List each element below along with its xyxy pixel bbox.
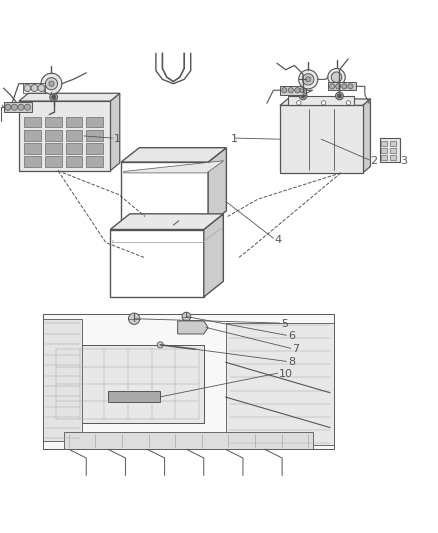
- Polygon shape: [66, 156, 82, 167]
- Polygon shape: [25, 143, 41, 154]
- Polygon shape: [19, 93, 120, 101]
- Polygon shape: [66, 117, 82, 127]
- Polygon shape: [381, 155, 388, 160]
- Polygon shape: [43, 319, 82, 441]
- Circle shape: [49, 81, 54, 86]
- Circle shape: [5, 104, 11, 110]
- Circle shape: [297, 101, 301, 105]
- Polygon shape: [45, 117, 62, 127]
- Polygon shape: [178, 321, 208, 334]
- Text: 8: 8: [288, 357, 295, 367]
- Polygon shape: [86, 156, 103, 167]
- Circle shape: [348, 84, 353, 89]
- Polygon shape: [86, 117, 103, 127]
- Circle shape: [303, 74, 314, 85]
- Circle shape: [46, 78, 57, 90]
- Polygon shape: [226, 323, 334, 445]
- Polygon shape: [25, 130, 41, 141]
- Polygon shape: [19, 101, 110, 171]
- Polygon shape: [381, 148, 388, 153]
- Polygon shape: [121, 148, 226, 162]
- Circle shape: [18, 104, 24, 110]
- Circle shape: [336, 92, 343, 100]
- Circle shape: [31, 85, 38, 92]
- Polygon shape: [86, 143, 103, 154]
- Text: 1: 1: [231, 134, 238, 144]
- Polygon shape: [381, 141, 388, 146]
- Text: 3: 3: [400, 156, 407, 166]
- Text: 7: 7: [292, 344, 299, 354]
- Polygon shape: [110, 230, 204, 297]
- Circle shape: [321, 101, 326, 105]
- Polygon shape: [288, 96, 354, 106]
- Polygon shape: [64, 432, 313, 449]
- Polygon shape: [45, 130, 62, 141]
- Circle shape: [306, 77, 311, 82]
- Circle shape: [24, 85, 31, 92]
- Text: 1: 1: [114, 134, 121, 144]
- Circle shape: [282, 87, 287, 93]
- Polygon shape: [108, 391, 160, 402]
- Circle shape: [299, 92, 307, 100]
- Polygon shape: [25, 117, 41, 127]
- Polygon shape: [124, 161, 224, 173]
- Circle shape: [331, 72, 342, 83]
- Circle shape: [52, 95, 56, 99]
- Polygon shape: [66, 130, 82, 141]
- Polygon shape: [43, 314, 334, 449]
- Polygon shape: [110, 93, 120, 171]
- Polygon shape: [86, 130, 103, 141]
- Polygon shape: [45, 143, 62, 154]
- Polygon shape: [110, 214, 223, 230]
- Text: 6: 6: [288, 331, 295, 341]
- Circle shape: [329, 84, 335, 89]
- Polygon shape: [121, 162, 208, 225]
- Circle shape: [288, 87, 293, 93]
- Polygon shape: [204, 214, 223, 297]
- Circle shape: [157, 342, 163, 348]
- Circle shape: [38, 85, 45, 92]
- Circle shape: [128, 313, 140, 325]
- Circle shape: [50, 93, 57, 101]
- Polygon shape: [280, 106, 363, 173]
- Polygon shape: [328, 83, 356, 90]
- Polygon shape: [51, 345, 204, 423]
- Polygon shape: [208, 148, 226, 225]
- Text: 2: 2: [371, 156, 378, 166]
- Polygon shape: [4, 102, 32, 112]
- Polygon shape: [390, 148, 396, 153]
- Circle shape: [301, 94, 305, 98]
- Polygon shape: [25, 156, 41, 167]
- Text: 10: 10: [279, 369, 293, 379]
- Circle shape: [342, 84, 347, 89]
- Polygon shape: [45, 156, 62, 167]
- Circle shape: [41, 73, 62, 94]
- Circle shape: [328, 68, 345, 86]
- Circle shape: [295, 87, 300, 93]
- Circle shape: [300, 87, 305, 93]
- Circle shape: [299, 70, 318, 89]
- Polygon shape: [390, 141, 396, 146]
- Text: 4: 4: [275, 235, 282, 245]
- Circle shape: [337, 94, 342, 98]
- Polygon shape: [66, 143, 82, 154]
- Polygon shape: [380, 138, 399, 162]
- Polygon shape: [280, 99, 371, 106]
- Circle shape: [336, 84, 341, 89]
- Circle shape: [182, 312, 191, 321]
- Circle shape: [25, 104, 31, 110]
- Polygon shape: [280, 86, 306, 94]
- Polygon shape: [390, 155, 396, 160]
- Circle shape: [11, 104, 18, 110]
- Circle shape: [346, 101, 350, 105]
- Polygon shape: [363, 99, 371, 173]
- Text: 5: 5: [281, 319, 288, 329]
